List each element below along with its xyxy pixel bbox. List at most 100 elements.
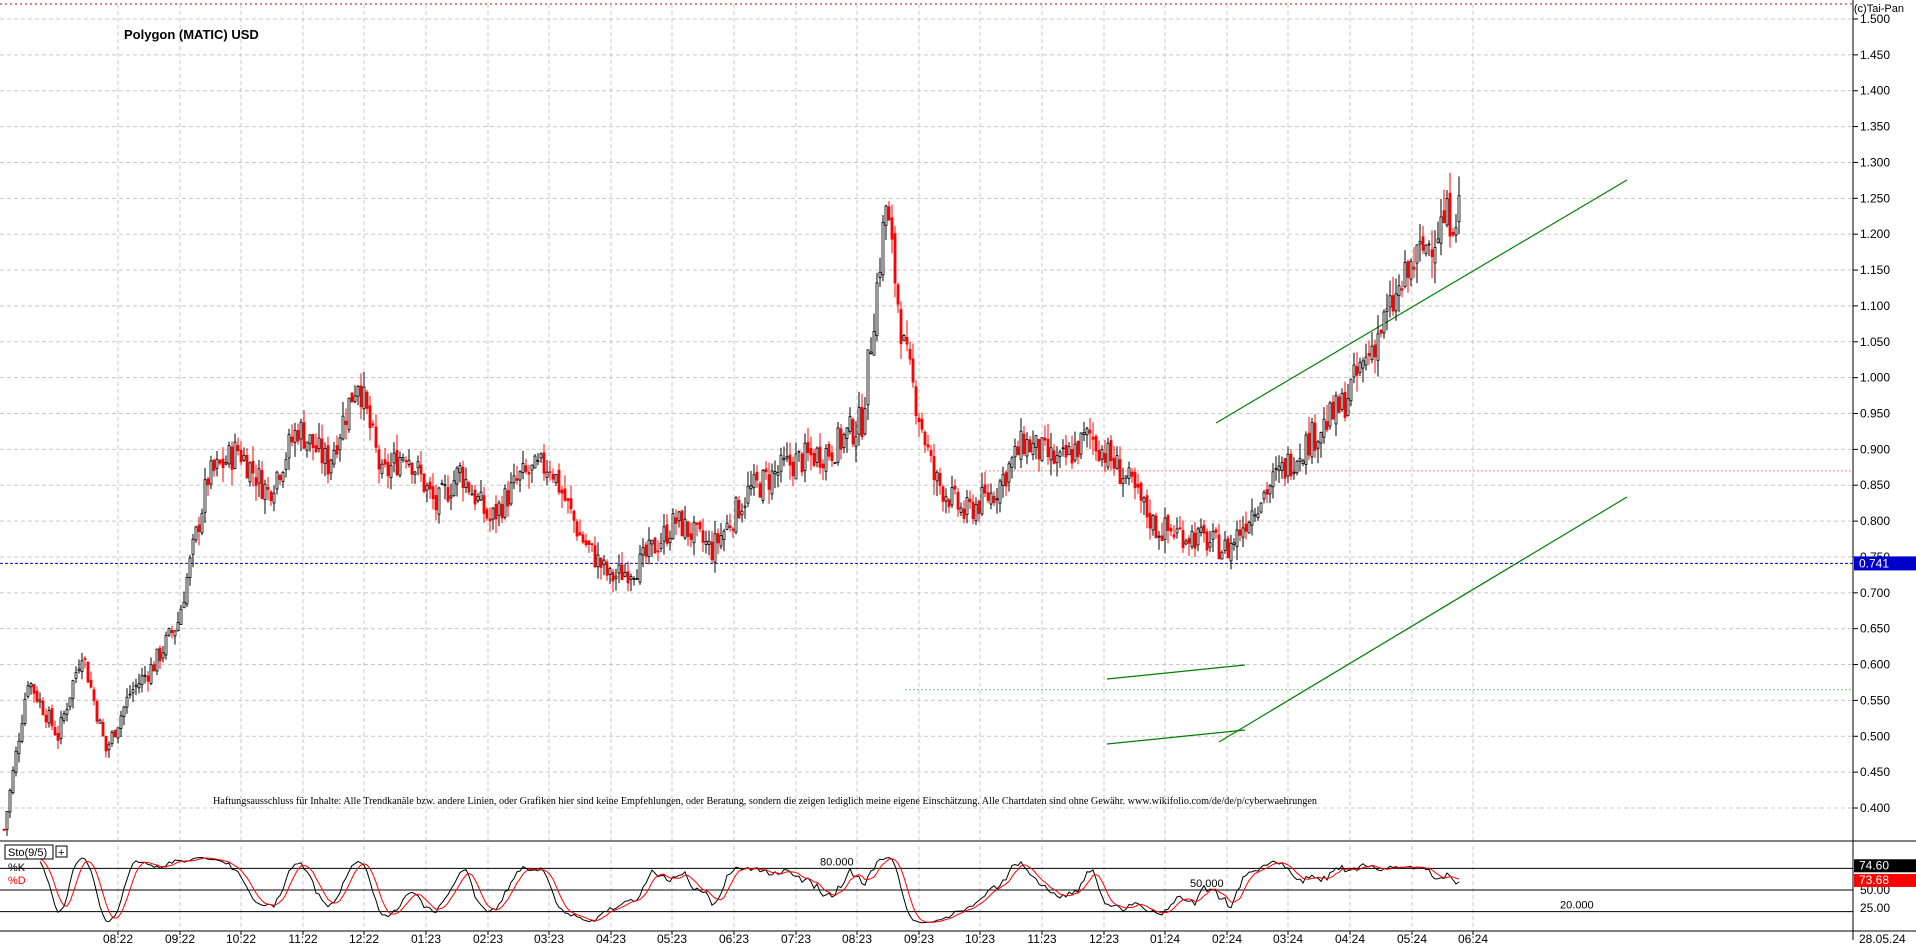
candle-body (1070, 449, 1074, 464)
candle-body (29, 683, 33, 688)
candle-body (1151, 514, 1155, 531)
candle-body (281, 472, 285, 482)
candle-body (1172, 534, 1176, 538)
candle-body (359, 385, 363, 408)
candle-body (884, 205, 888, 226)
candle-body (1001, 474, 1005, 486)
candle-body (680, 510, 684, 537)
candle-body (1355, 366, 1359, 376)
candle-body (551, 473, 555, 480)
last-price-label: 0.741 (1859, 556, 1889, 570)
candle-body (1073, 443, 1077, 461)
candle-body (1328, 402, 1332, 427)
time-end-label: 28.05.24 (1859, 932, 1906, 946)
time-tick-label: 11:22 (288, 932, 317, 946)
candle-body (194, 526, 198, 541)
candle-body (407, 459, 411, 465)
candle-body (1394, 293, 1398, 312)
candle-body (206, 478, 210, 486)
candle-body (1076, 440, 1080, 458)
candle-body (863, 408, 867, 435)
candle-body (737, 500, 741, 519)
candlesticks (2, 172, 1461, 836)
candle-body (1043, 437, 1047, 441)
time-tick-label: 03:23 (534, 932, 564, 946)
candle-body (1211, 531, 1215, 540)
candle-body (1367, 352, 1371, 357)
candle-body (1331, 401, 1335, 420)
candle-body (698, 521, 702, 530)
price-tick-label: 0.950 (1860, 407, 1890, 421)
candle-body (845, 427, 849, 439)
candle-body (632, 577, 636, 580)
candle-body (1088, 429, 1092, 434)
candle-body (266, 486, 270, 490)
candle-body (1136, 483, 1140, 488)
price-tick-label: 1.500 (1860, 12, 1890, 26)
candle-body (350, 392, 354, 403)
candle-body (125, 696, 129, 708)
candle-body (242, 454, 246, 461)
candle-body (629, 576, 633, 580)
sto-label-box[interactable] (4, 844, 54, 860)
candle-body (1064, 445, 1068, 458)
candle-body (1400, 288, 1404, 291)
candle-body (203, 479, 207, 513)
candle-body (701, 530, 705, 543)
candle-body (197, 524, 201, 532)
candle-body (584, 540, 588, 546)
candle-body (746, 485, 750, 504)
candle-body (1124, 475, 1128, 479)
candle-body (335, 445, 339, 455)
candle-body (1109, 440, 1113, 462)
candle-body (299, 421, 303, 440)
candle-body (218, 459, 222, 464)
candle-body (524, 465, 528, 472)
candle-body (1214, 529, 1218, 533)
candle-body (941, 486, 945, 502)
candle-body (566, 498, 570, 501)
sto-expand-button[interactable] (55, 845, 68, 858)
candle-body (1358, 362, 1362, 373)
candle-body (434, 495, 438, 511)
candle-body (518, 471, 522, 481)
candle-body (902, 335, 906, 341)
candle-body (140, 675, 144, 685)
candle-body (809, 448, 813, 456)
candle-body (77, 668, 81, 672)
candle-body (23, 698, 27, 724)
candle-body (1199, 526, 1203, 534)
candle-body (542, 452, 546, 474)
candle-body (1238, 529, 1242, 536)
candle-body (1343, 391, 1347, 418)
candle-body (1442, 210, 1446, 223)
candle-body (2, 828, 6, 831)
candle-body (527, 471, 531, 475)
candle-body (332, 449, 336, 465)
candle-body (215, 458, 219, 469)
candle-body (1025, 439, 1029, 457)
candle-body (368, 405, 372, 429)
candle-body (212, 459, 216, 471)
candle-body (1274, 468, 1278, 470)
candle-body (533, 455, 537, 469)
candle-body (647, 539, 651, 557)
candle-body (1412, 266, 1416, 270)
candle-body (1130, 471, 1134, 477)
candle-body (458, 465, 462, 474)
candle-body (89, 679, 93, 688)
candle-body (317, 437, 321, 450)
candle-body (236, 445, 240, 451)
candle-body (470, 493, 474, 496)
candle-body (971, 501, 975, 520)
candle-body (1229, 542, 1233, 562)
candle-body (65, 709, 69, 715)
candle-body (1283, 458, 1287, 479)
candle-body (818, 446, 822, 468)
candle-body (137, 683, 141, 689)
candle-body (341, 415, 345, 440)
candle-body (443, 484, 447, 487)
candle-body (8, 790, 12, 813)
candle-body (683, 518, 687, 539)
candle-body (572, 510, 576, 521)
